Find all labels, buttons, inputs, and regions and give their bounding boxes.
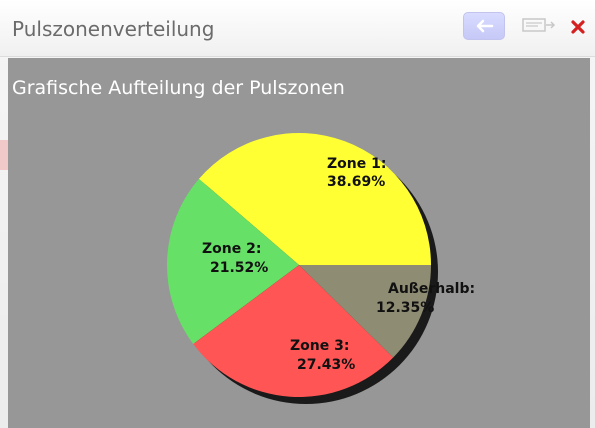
- pie-chart: Zone 1: 38.69% Zone 2: 21.52% Zone 3: 27.43% A…: [166, 133, 475, 404]
- slice-name-label: Zone 1:: [327, 156, 386, 172]
- slice-percent-label: 38.69%: [327, 174, 385, 190]
- chart-heading: Grafische Aufteilung der Pulszonen: [12, 77, 345, 99]
- export-icon: [522, 18, 556, 32]
- export-button[interactable]: [520, 13, 558, 37]
- slice-percent-label: 21.52%: [210, 260, 268, 276]
- pie-slice: [198, 133, 431, 265]
- slice-percent-label: 27.43%: [297, 357, 355, 373]
- close-button[interactable]: [568, 17, 588, 37]
- title-bar: Pulszonenverteilung: [0, 0, 595, 57]
- slice-name-label: Zone 3:: [290, 338, 349, 354]
- window-title: Pulszonenverteilung: [12, 17, 215, 41]
- slice-percent-label: 12.35%: [376, 300, 434, 316]
- slice-name-label: Zone 2:: [202, 241, 261, 257]
- chart-panel: Grafische Aufteilung der Pulszonen Zone …: [8, 58, 590, 428]
- pie-slice: [193, 265, 394, 397]
- arrow-left-icon: [476, 19, 494, 33]
- close-icon: [571, 20, 585, 34]
- back-button[interactable]: [463, 12, 505, 40]
- pie-slice: [166, 178, 299, 345]
- slice-name-label: Außerhalb:: [388, 281, 475, 297]
- pie-slice: [299, 265, 431, 358]
